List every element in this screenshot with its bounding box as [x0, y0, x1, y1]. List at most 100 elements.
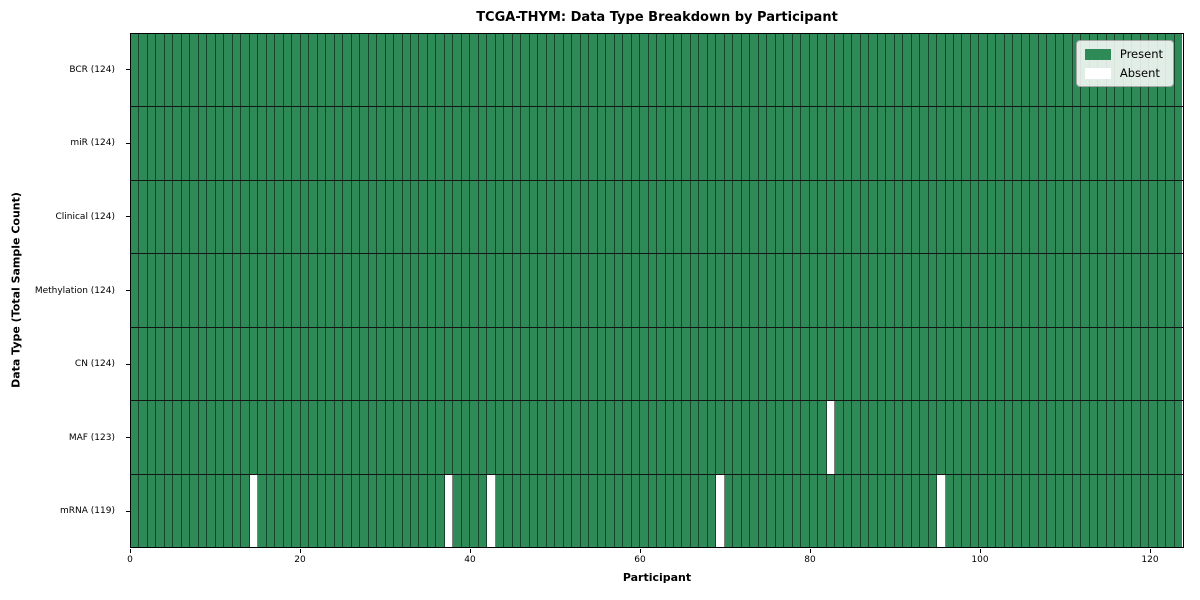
- heatmap-cell: [640, 180, 649, 254]
- heatmap-cell: [741, 180, 751, 254]
- heatmap-cell: [750, 254, 759, 327]
- heatmap-cell: [470, 107, 479, 180]
- heatmap-cell: [979, 254, 988, 327]
- heatmap-cell: [733, 180, 742, 254]
- heatmap-cell: [640, 474, 649, 547]
- heatmap-cell: [1149, 254, 1158, 327]
- heatmap-cell: [674, 107, 683, 180]
- heatmap-cell: [444, 254, 454, 327]
- heatmap-cell: [970, 254, 980, 327]
- heatmap-cell: [775, 474, 785, 547]
- heatmap-cell: [546, 254, 556, 327]
- heatmap-cell: [139, 34, 148, 107]
- heatmap-cell: [521, 401, 530, 474]
- heatmap-cell: [224, 474, 233, 547]
- heatmap-cell: [996, 180, 1005, 254]
- heatmap-cell: [512, 401, 522, 474]
- heatmap-cell: [886, 254, 895, 327]
- heatmap-cell: [495, 180, 505, 254]
- heatmap-cell: [996, 474, 1005, 547]
- heatmap-cell: [529, 254, 539, 327]
- heatmap-cell: [334, 180, 344, 254]
- heatmap-cell: [147, 34, 157, 107]
- heatmap-cell: [1055, 34, 1065, 107]
- heatmap-cell: [436, 327, 445, 401]
- heatmap-cell: [674, 401, 683, 474]
- heatmap-cell: [699, 327, 708, 401]
- heatmap-cell: [1106, 327, 1116, 401]
- heatmap-cell: [300, 327, 310, 401]
- heatmap-cell: [623, 107, 632, 180]
- heatmap-cell: [351, 327, 361, 401]
- heatmap-cell: [1055, 474, 1065, 547]
- heatmap-cell: [623, 180, 632, 254]
- heatmap-cell: [300, 474, 310, 547]
- heatmap-cell: [521, 327, 530, 401]
- heatmap-cell: [147, 327, 157, 401]
- heatmap-cell: [1021, 327, 1031, 401]
- heatmap-cell: [1140, 327, 1150, 401]
- heatmap-cell: [512, 34, 522, 107]
- heatmap-cell: [275, 327, 284, 401]
- heatmap-cell: [139, 254, 148, 327]
- x-tick-label: 20: [294, 555, 306, 565]
- heatmap-cell: [512, 474, 522, 547]
- heatmap-cell: [1038, 180, 1048, 254]
- heatmap-cell: [758, 34, 768, 107]
- heatmap-cell: [826, 474, 836, 547]
- heatmap-cell: [156, 107, 165, 180]
- heatmap-cell: [1089, 327, 1099, 401]
- heatmap-cell: [427, 474, 437, 547]
- heatmap-cell: [275, 474, 284, 547]
- legend-label: Present: [1119, 47, 1163, 61]
- heatmap-cell: [504, 327, 513, 401]
- heatmap-cell: [970, 401, 980, 474]
- heatmap-cell: [1123, 107, 1133, 180]
- heatmap-cell: [920, 327, 929, 401]
- heatmap-cell: [131, 401, 140, 474]
- heatmap-cell: [1072, 180, 1082, 254]
- heatmap-cell: [953, 327, 963, 401]
- heatmap-cell: [351, 254, 361, 327]
- heatmap-cell: [555, 34, 564, 107]
- heatmap-cell: [962, 474, 971, 547]
- heatmap-cell: [164, 254, 174, 327]
- heatmap-cell: [147, 401, 157, 474]
- heatmap-cell: [139, 180, 148, 254]
- heatmap-cell: [1115, 254, 1124, 327]
- heatmap-cell: [1098, 401, 1107, 474]
- heatmap-cell: [232, 34, 242, 107]
- heatmap-cell: [317, 254, 327, 327]
- heatmap-cell: [1004, 254, 1014, 327]
- heatmap-cell: [886, 327, 895, 401]
- heatmap-cell: [1106, 107, 1116, 180]
- heatmap-cell: [156, 327, 165, 401]
- heatmap-cell: [1013, 254, 1022, 327]
- heatmap-cell: [792, 474, 802, 547]
- heatmap-cell: [1021, 254, 1031, 327]
- heatmap-cell: [181, 254, 191, 327]
- heatmap-cell: [945, 180, 954, 254]
- heatmap-cell: [190, 254, 199, 327]
- heatmap-cell: [249, 107, 259, 180]
- heatmap-cell: [1132, 107, 1141, 180]
- heatmap-cell: [1013, 401, 1022, 474]
- heatmap-cell: [402, 107, 411, 180]
- heatmap-cell: [156, 474, 165, 547]
- heatmap-cell: [207, 327, 216, 401]
- heatmap-cell: [266, 107, 276, 180]
- heatmap-cell: [173, 327, 182, 401]
- heatmap-cell: [572, 401, 581, 474]
- heatmap-cell: [538, 34, 547, 107]
- heatmap-cell: [826, 401, 836, 474]
- heatmap-cell: [572, 327, 581, 401]
- heatmap-cell: [784, 327, 793, 401]
- heatmap-cell: [470, 401, 479, 474]
- heatmap-cell: [275, 254, 284, 327]
- heatmap-cell: [792, 401, 802, 474]
- heatmap-cell: [1013, 327, 1022, 401]
- heatmap-cell: [334, 474, 344, 547]
- heatmap-cell: [1081, 107, 1090, 180]
- heatmap-cell: [317, 180, 327, 254]
- heatmap-cell: [453, 401, 462, 474]
